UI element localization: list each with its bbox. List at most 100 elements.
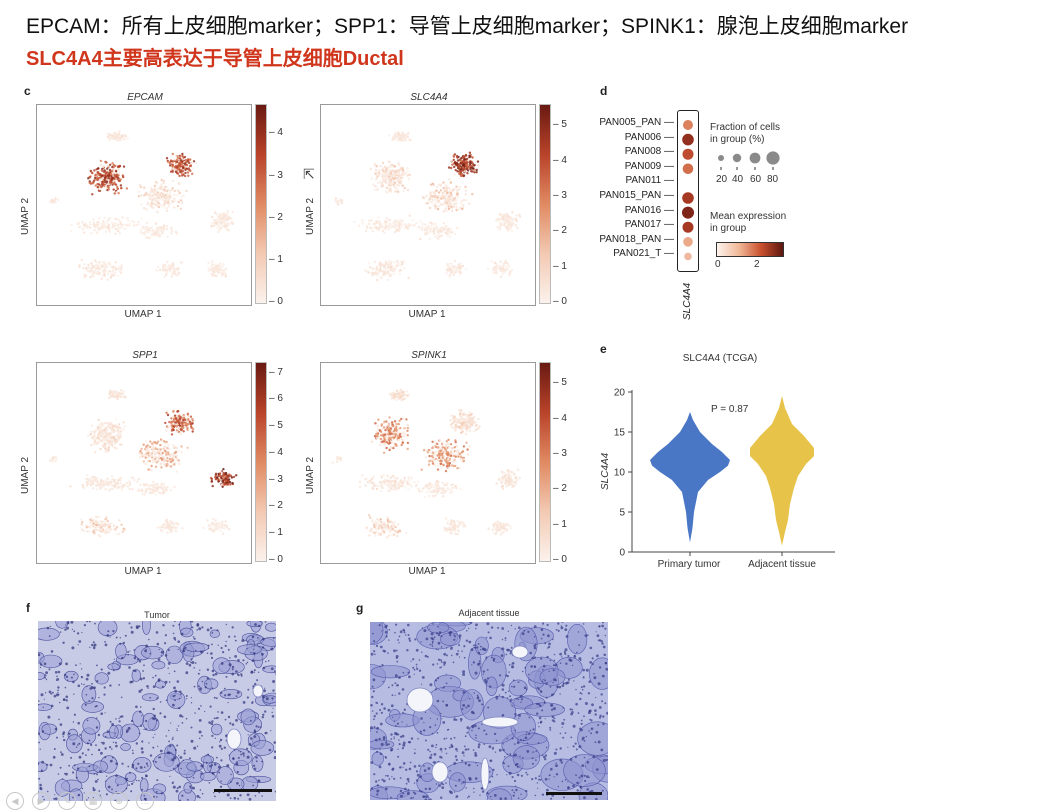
- colorbar-tick: – 1: [269, 253, 283, 265]
- dotplot-frame: [677, 110, 699, 272]
- colorbar-tick: – 4: [269, 446, 283, 458]
- scale-bar-adjacent: [546, 792, 602, 795]
- colorbar-slc4a4: [539, 104, 551, 304]
- expr-tick-0: 0: [715, 259, 721, 270]
- colorbar-tick: – 3: [553, 189, 567, 201]
- colorbar-tick: – 0: [553, 554, 567, 565]
- fraction-legend-dots: [718, 151, 780, 170]
- colorbar-tick: – 4: [553, 412, 567, 424]
- dotplot-dot: [684, 252, 692, 261]
- violin-adjacent-tissue: [750, 396, 814, 546]
- dotplot-group-label: PAN011 —: [625, 175, 674, 187]
- colorbar-spink1: [539, 362, 551, 562]
- fraction-tick-60: 60: [750, 174, 762, 185]
- expr-legend-title-line2: in group: [710, 223, 747, 234]
- histology-adjacent-title: Adjacent tissue: [458, 608, 520, 618]
- expr-legend-gradient: [716, 242, 784, 257]
- histology-adjacent-image: [370, 622, 608, 800]
- colorbar-epcam: [255, 104, 267, 304]
- slides-grid-icon[interactable]: ▦: [84, 792, 102, 810]
- violin-ytick: 15: [614, 428, 626, 439]
- colorbar-tick: – 0: [553, 296, 567, 307]
- umap-scatter-epcam: [48, 130, 234, 281]
- dotplot-group-label: PAN016 —: [624, 204, 674, 216]
- histology-adjacent-texture: [370, 622, 608, 800]
- colorbar-tick: – 0: [269, 554, 283, 565]
- dotplot-group-label: PAN009 —: [624, 160, 674, 172]
- dotplot-dot: [682, 192, 694, 204]
- colorbar-tick: – 7: [269, 366, 283, 378]
- fraction-legend-dot-60: [749, 152, 761, 164]
- colorbar-tick: – 3: [269, 169, 283, 181]
- dotplot-dot: [682, 221, 694, 233]
- fraction-tick-80: 80: [767, 174, 779, 185]
- dotplot-group-label: PAN008 —: [624, 146, 674, 158]
- violin-ytick: 5: [619, 508, 625, 519]
- colorbar-tick: – 4: [553, 154, 567, 166]
- umap-ylabel-slc4a4: UMAP 2: [305, 197, 316, 235]
- zoom-icon[interactable]: ⊕: [110, 792, 128, 810]
- prev-slide-icon[interactable]: ◀: [6, 792, 24, 810]
- umap-scatter-spp1: [48, 389, 238, 538]
- dotplot-dot: [683, 120, 693, 130]
- fraction-legend-dot-40: [732, 153, 742, 163]
- panel-label-e: e: [600, 342, 607, 356]
- colorbar-tick: – 5: [553, 377, 567, 389]
- colorbar-tick: – 1: [553, 260, 567, 272]
- umap-title-spp1: SPP1: [132, 350, 158, 361]
- next-slide-icon[interactable]: ▶: [32, 792, 50, 810]
- colorbar-tick: – 0: [269, 296, 283, 307]
- slide-title-line1: EPCAM：所有上皮细胞marker；SPP1：导管上皮细胞marker；SPI…: [26, 15, 909, 38]
- violin-ytick: 20: [614, 388, 626, 399]
- umap-ylabel-spp1: UMAP 2: [20, 456, 31, 494]
- slide-title-line2: SLC4A4主要高表达于导管上皮细胞Ductal: [26, 48, 404, 70]
- dotplot-group-label: PAN005_PAN —: [599, 117, 674, 128]
- colorbar-tick: – 2: [553, 483, 567, 495]
- violin-ytick: 0: [619, 548, 625, 559]
- colorbar-tick: – 2: [269, 500, 283, 512]
- umap-ylabel-epcam: UMAP 2: [20, 197, 31, 235]
- violin-primary-tumor: [650, 412, 730, 543]
- dotplot-group-label: PAN017 —: [624, 219, 674, 231]
- dotplot-dot: [682, 163, 694, 175]
- more-options-icon[interactable]: …: [136, 792, 154, 810]
- violin-xlabel-adjacent: Adjacent tissue: [748, 559, 816, 570]
- dotplot-dot: [682, 206, 694, 219]
- colorbar-tick: – 1: [553, 518, 567, 530]
- fraction-legend-dot-80: [766, 151, 780, 165]
- panel-label-f: f: [26, 601, 30, 615]
- colorbar-tick: – 3: [269, 473, 283, 485]
- umap-plot-epcam: [36, 104, 252, 306]
- fraction-tick-40: 40: [732, 174, 744, 185]
- pen-tool-icon[interactable]: ✎: [58, 792, 76, 810]
- expr-tick-2: 2: [754, 259, 760, 270]
- violin-title: SLC4A4 (TCGA): [682, 353, 758, 364]
- umap-title-spink1: SPINK1: [411, 350, 447, 361]
- dotplot-group-label: PAN021_T —: [613, 248, 674, 260]
- colorbar-tick: – 6: [269, 393, 283, 405]
- colorbar-tick: – 1: [269, 527, 283, 539]
- colorbar-tick: – 5: [553, 119, 567, 131]
- umap-xlabel-spink1: UMAP 1: [408, 566, 446, 577]
- umap-title-slc4a4: SLC4A4: [410, 92, 448, 103]
- umap-xlabel-spp1: UMAP 1: [124, 566, 162, 577]
- panel-label-g: g: [356, 601, 364, 615]
- colorbar-spp1: [255, 362, 267, 562]
- expr-legend-title-line1: Mean expression: [710, 211, 787, 222]
- umap-xlabel-epcam: UMAP 1: [124, 309, 162, 320]
- umap-plot-spink1: [320, 362, 536, 564]
- fraction-tick-20: 20: [716, 174, 728, 185]
- colorbar-tick: – 2: [553, 225, 567, 237]
- violin-plot: 20 15 10 5 0: [614, 388, 835, 559]
- dotplot-group-label: PAN018_PAN —: [599, 233, 674, 245]
- mouse-cursor-icon: ⇱: [303, 166, 315, 182]
- fraction-legend-dot-20: [718, 155, 724, 161]
- scale-bar-tumor: [214, 789, 272, 792]
- umap-plot-spp1: [36, 362, 252, 564]
- histology-tumor-image: [38, 621, 276, 801]
- violin-xlabel-primary: Primary tumor: [657, 559, 721, 570]
- umap-xlabel-slc4a4: UMAP 1: [408, 309, 446, 320]
- violin-ytick: 10: [614, 468, 626, 479]
- dotplot-group-label: PAN006 —: [624, 131, 674, 143]
- histology-tumor-texture: [38, 621, 276, 801]
